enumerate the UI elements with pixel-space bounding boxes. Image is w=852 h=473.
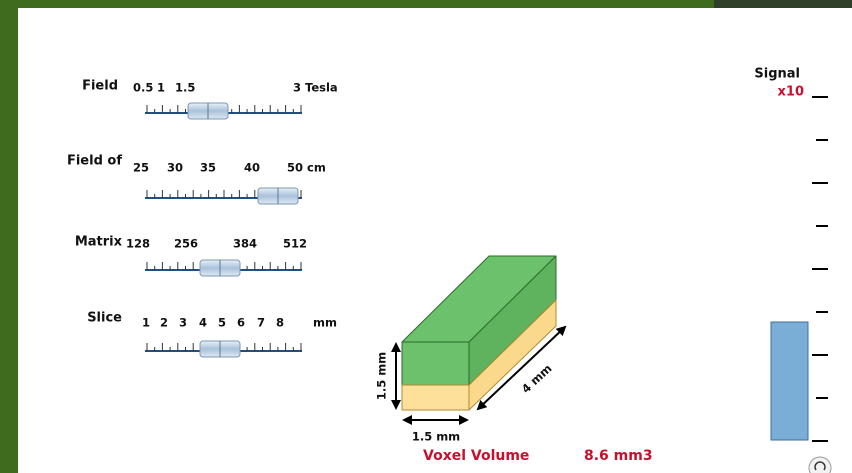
scale-label: 2 — [160, 316, 168, 330]
scale-label: 7 — [257, 316, 265, 330]
height-label: 1.5 mm — [375, 352, 389, 400]
scale-label: 128 — [126, 237, 150, 251]
scale-label: 256 — [174, 237, 198, 251]
volume-value: 8.6 mm3 — [584, 448, 653, 464]
scale-label: 1 — [142, 316, 150, 330]
signal-bar — [770, 321, 809, 441]
slider-label: Slice — [87, 311, 122, 326]
slider-label: Field of — [67, 154, 122, 169]
top-corner — [714, 0, 852, 8]
scale-label: 0.5 — [133, 81, 153, 95]
scale-label: 25 — [133, 161, 149, 175]
scale-label: 384 — [233, 237, 257, 251]
scale-label: 5 — [218, 316, 226, 330]
scale-label: 1.5 — [175, 81, 195, 95]
voxel-front-yellow — [401, 384, 470, 411]
depth-arrow — [476, 325, 567, 411]
signal-multiplier: x10 — [778, 85, 804, 100]
scale-label: mm — [313, 316, 337, 330]
reset-icon[interactable] — [814, 461, 826, 471]
scale-label: 3 — [179, 316, 187, 330]
slider-label: Matrix — [75, 235, 123, 250]
scale-label: 4 — [199, 316, 207, 330]
scale-label: 30 — [167, 161, 183, 175]
slider-label: Field — [82, 79, 118, 94]
width-label: 1.5 mm — [412, 430, 460, 444]
scale-label: 8 — [276, 316, 284, 330]
scale-label: 3 Tesla — [293, 81, 338, 95]
reset-button[interactable] — [808, 456, 832, 473]
voxel-front-green — [401, 341, 470, 386]
scale-label: 1 — [157, 81, 165, 95]
left-border — [0, 0, 18, 473]
scale-label: 512 — [283, 237, 307, 251]
signal-title: Signal — [754, 67, 800, 82]
scale-label: 50 cm — [287, 161, 326, 175]
scale-label: 40 — [244, 161, 260, 175]
scale-label: 6 — [237, 316, 245, 330]
signal-meter — [812, 96, 828, 442]
scale-label: 35 — [200, 161, 216, 175]
top-border — [0, 0, 852, 8]
volume-label: Voxel Volume — [423, 448, 529, 464]
reset-circle[interactable] — [808, 456, 832, 473]
